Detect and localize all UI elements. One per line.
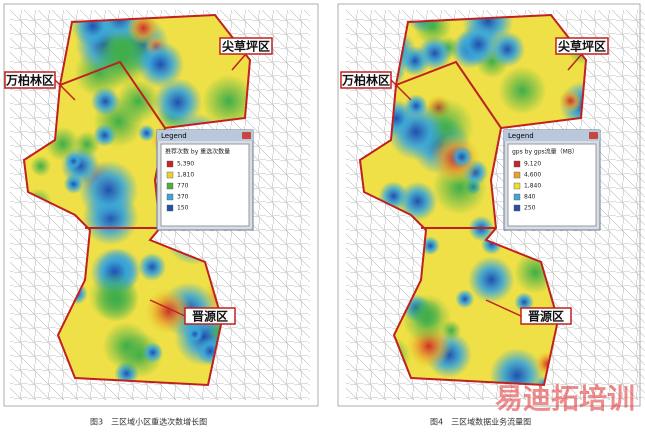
legend-swatch: [166, 193, 174, 201]
legend-swatch: [166, 171, 174, 179]
legend-window: Legend gps by gps流量（MB） 9,120 4,600 1,840 840…: [503, 129, 601, 231]
figure-caption: 图4 三区域数据业务流量图: [430, 417, 531, 427]
district-border: [395, 60, 502, 129]
district-label: 尖草坪区: [222, 39, 270, 54]
heat-blob: [489, 348, 545, 385]
heat-blob: [88, 271, 140, 322]
heat-blob: [402, 294, 452, 344]
legend-label: 250: [524, 205, 536, 212]
callout-box: [184, 307, 236, 325]
district-label: 万柏林区: [341, 73, 390, 88]
callout-arrow: [231, 54, 246, 71]
legend-titlebar: [504, 130, 600, 141]
callout-box: [520, 307, 572, 325]
legend-label: 370: [177, 194, 189, 201]
heat-blob: [145, 287, 193, 335]
legend-label: 1,840: [524, 183, 541, 190]
heat-blob: [137, 252, 167, 282]
close-button: [589, 132, 598, 139]
legend-label: 840: [524, 194, 536, 201]
region-outline: [358, 13, 588, 387]
heat-blob: [397, 181, 438, 221]
legend-swatch: [513, 193, 521, 201]
legend-swatch: [166, 204, 174, 212]
callout-box: [4, 71, 56, 89]
callout-arrow: [567, 54, 582, 71]
watermark: 易迪拓培训: [495, 382, 635, 415]
legend-label: 150: [177, 205, 189, 212]
heat-blob: [514, 292, 535, 313]
heat-blob: [136, 40, 185, 89]
callout-box: [555, 37, 609, 55]
legend-swatch: [513, 182, 521, 190]
callout-arrow: [390, 79, 412, 101]
heat-blob: [450, 145, 474, 169]
heat-blob: [468, 256, 515, 303]
legend-swatch: [166, 160, 174, 168]
legend-body: [160, 143, 250, 227]
district-label: 尖草坪区: [558, 39, 606, 54]
heat-blob: [153, 78, 203, 127]
heat-blob: [106, 34, 132, 60]
heat-blob: [142, 342, 164, 363]
callout-box: [219, 37, 273, 55]
heat-blob: [455, 289, 475, 309]
callout-arrow: [485, 299, 522, 317]
legend-window: Legend 推荐次数 by 重选次数量 5,390 1,810 770 370 150: [156, 129, 254, 231]
legend-label: 770: [177, 183, 189, 190]
heat-blob: [186, 325, 204, 343]
legend-label: 4,600: [524, 172, 541, 179]
heat-blob: [457, 23, 500, 66]
heat-blob: [102, 322, 151, 370]
region-outline: [22, 13, 252, 387]
heat-blob: [93, 123, 117, 147]
legend-heading: gps by gps流量（MB）: [512, 148, 578, 156]
heat-blob: [202, 74, 250, 128]
legend-swatch: [513, 204, 521, 212]
legend-swatch: [166, 182, 174, 190]
legend-label: 9,120: [524, 161, 541, 168]
legend-label: 1,810: [177, 172, 194, 179]
heat-blob: [498, 66, 547, 115]
legend-swatch: [513, 160, 521, 168]
heat-blob: [30, 155, 52, 177]
figure-caption: 图3 三区域小区重选次数增长图: [90, 417, 207, 427]
callout-box: [340, 71, 392, 89]
legend-heading: 推荐次数 by 重选次数量: [165, 148, 230, 156]
heat-blob: [558, 89, 583, 113]
district-label: 晋源区: [528, 309, 564, 324]
district-label: 晋源区: [192, 309, 228, 324]
district-border: [59, 60, 166, 129]
close-button: [242, 132, 251, 139]
heat-blob: [138, 124, 156, 142]
heat-blob: [90, 86, 120, 116]
callout-arrow: [149, 299, 186, 317]
heat-blob: [116, 79, 160, 124]
heat-blob: [417, 36, 452, 71]
legend-label: 5,390: [177, 161, 194, 168]
legend-body: [507, 143, 597, 227]
district-label: 万柏林区: [5, 73, 54, 88]
callout-arrow: [54, 79, 76, 101]
legend-title: Legend: [508, 132, 534, 140]
heat-blob: [64, 152, 83, 170]
legend-titlebar: [157, 130, 253, 141]
legend-title: Legend: [161, 132, 187, 140]
legend-swatch: [513, 171, 521, 179]
